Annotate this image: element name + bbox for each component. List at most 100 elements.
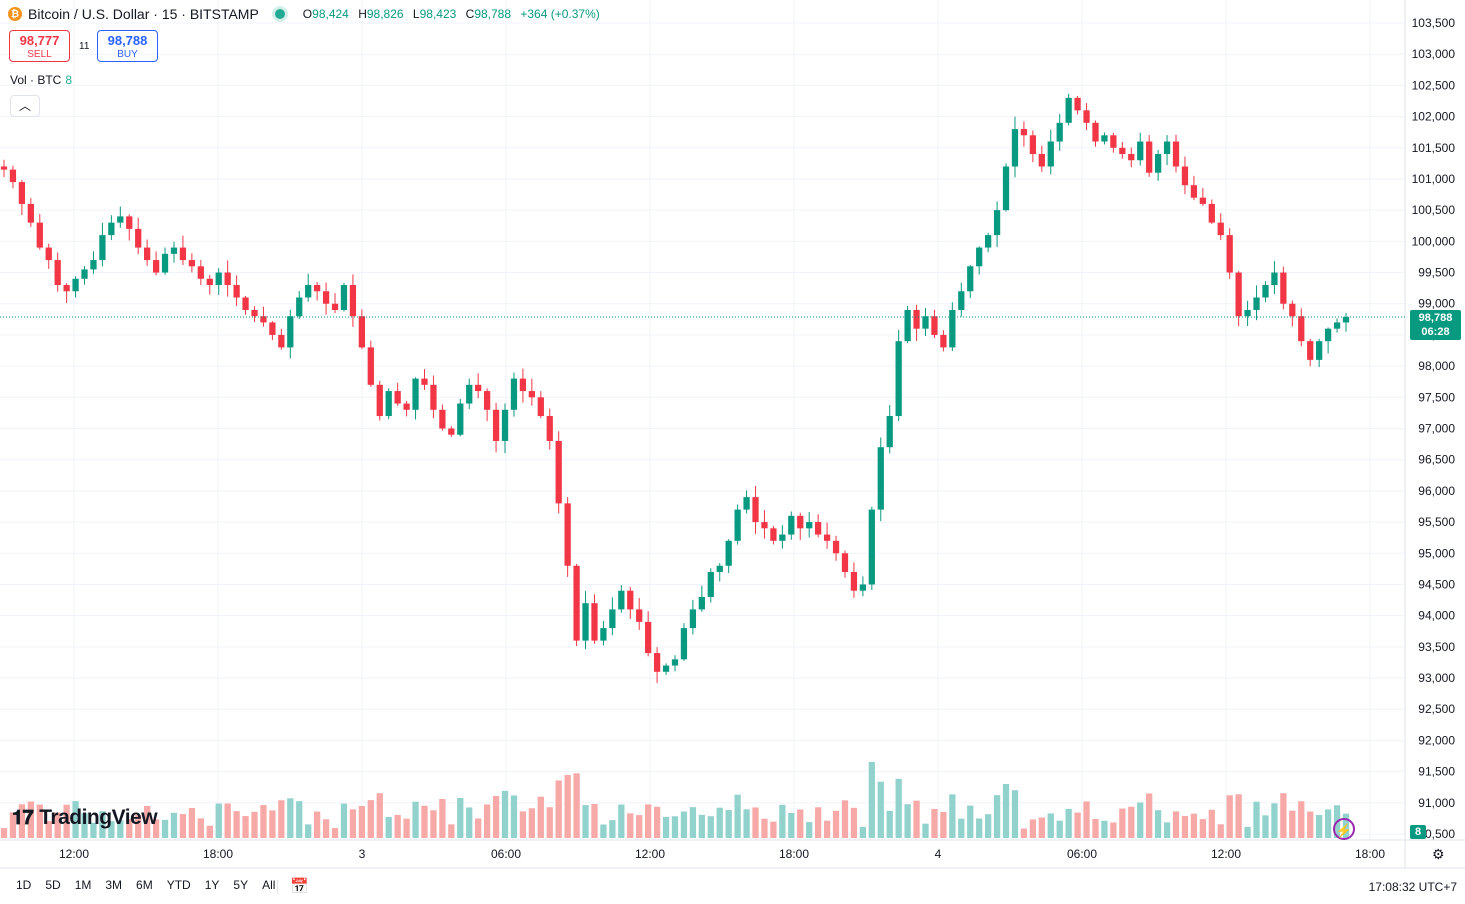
volume-bar bbox=[466, 807, 473, 838]
volume-bar bbox=[260, 805, 267, 838]
timeframe-3m[interactable]: 3M bbox=[105, 878, 123, 892]
lightning-icon[interactable]: ⚡ bbox=[1333, 818, 1355, 840]
candle-body bbox=[573, 565, 580, 641]
buy-button[interactable]: 98,788 BUY bbox=[97, 30, 158, 62]
candle-body bbox=[90, 260, 97, 270]
symbol-header[interactable]: ₿ Bitcoin / U.S. Dollar · 15 · BITSTAMP … bbox=[8, 6, 606, 22]
candle-body bbox=[1047, 141, 1054, 167]
x-tick-label: 12:00 bbox=[635, 847, 665, 861]
volume-bar bbox=[949, 794, 956, 838]
volume-bar bbox=[976, 818, 983, 838]
candle-body bbox=[877, 447, 884, 510]
y-tick-label: 92,000 bbox=[1418, 733, 1455, 747]
candle-body bbox=[636, 609, 643, 622]
candle-body bbox=[958, 291, 965, 310]
tradingview-logo[interactable]: 𝟏𝟕 TradingView bbox=[12, 806, 158, 830]
volume-bar bbox=[600, 824, 607, 838]
candle-body bbox=[1190, 185, 1198, 198]
candle-body bbox=[985, 235, 992, 248]
candle-body bbox=[913, 309, 920, 329]
volume-bar bbox=[1002, 783, 1010, 838]
volume-bar bbox=[1316, 815, 1323, 838]
volume-bar bbox=[1289, 810, 1296, 838]
volume-bar bbox=[412, 801, 419, 838]
timeframe-5d[interactable]: 5D bbox=[45, 878, 61, 892]
candle-body bbox=[99, 235, 106, 261]
candle-body bbox=[716, 565, 723, 572]
candle-body bbox=[645, 621, 652, 654]
candle-body bbox=[1137, 141, 1144, 161]
volume-bar bbox=[725, 810, 732, 838]
volume-bar bbox=[671, 816, 679, 838]
volume-bar bbox=[958, 818, 965, 838]
candle-body bbox=[761, 522, 768, 529]
x-tick-label: 18:00 bbox=[203, 847, 233, 861]
candle-body bbox=[305, 285, 312, 298]
y-tick-label: 100,500 bbox=[1412, 203, 1456, 217]
chevron-up-icon: ︿ bbox=[18, 99, 31, 113]
y-tick-label: 99,500 bbox=[1418, 266, 1455, 280]
sell-button[interactable]: 98,777 SELL bbox=[9, 30, 70, 62]
timeframe-1y[interactable]: 1Y bbox=[204, 878, 220, 892]
timeframe-6m[interactable]: 6M bbox=[136, 878, 153, 892]
volume-bar bbox=[922, 823, 929, 838]
candle-body bbox=[922, 316, 929, 329]
volume-bar bbox=[242, 816, 249, 838]
timeframe-1d[interactable]: 1D bbox=[16, 878, 32, 892]
volume-bar bbox=[528, 808, 535, 838]
volume-bar bbox=[895, 778, 902, 838]
ohlc-readout: O98,424 H98,826 L98,423 C98,788 +364 (+0… bbox=[302, 7, 600, 21]
y-tick-label: 102,500 bbox=[1412, 78, 1456, 92]
volume-bar bbox=[564, 774, 571, 838]
volume-bar bbox=[394, 814, 401, 838]
volume-bar bbox=[1253, 801, 1260, 838]
candle-body bbox=[233, 285, 240, 298]
date-range-calendar-icon[interactable]: 📅 bbox=[290, 878, 309, 895]
candle-body bbox=[904, 309, 911, 342]
timeframe-ytd[interactable]: YTD bbox=[166, 878, 191, 892]
volume-bar bbox=[45, 821, 52, 838]
volume-bar bbox=[519, 811, 527, 838]
candle-body bbox=[108, 222, 115, 236]
volume-bar bbox=[886, 810, 893, 838]
candle-body bbox=[1020, 129, 1028, 136]
volume-bar bbox=[1128, 806, 1135, 838]
candle-body bbox=[528, 391, 535, 398]
y-tick-label: 92,500 bbox=[1418, 702, 1455, 716]
candle-body bbox=[680, 628, 688, 660]
candle-body bbox=[1324, 328, 1332, 342]
candle-body bbox=[850, 571, 858, 591]
settings-gear-icon[interactable]: ⚙ bbox=[1432, 846, 1445, 862]
candle-body bbox=[1235, 272, 1242, 317]
candle-body bbox=[314, 285, 321, 292]
candle-body bbox=[421, 378, 428, 385]
volume-bar bbox=[144, 806, 151, 838]
volume-bar bbox=[832, 810, 840, 838]
candle-body bbox=[331, 303, 339, 310]
candle-body bbox=[1307, 341, 1314, 360]
volume-legend[interactable]: Vol · BTC 8 bbox=[10, 73, 72, 87]
volume-bar bbox=[81, 813, 88, 838]
timeframe-5y[interactable]: 5Y bbox=[233, 878, 249, 892]
y-tick-label: 97,500 bbox=[1418, 390, 1455, 404]
timeframe-1m[interactable]: 1M bbox=[74, 878, 92, 892]
candle-body bbox=[430, 384, 437, 410]
candle-body bbox=[483, 391, 491, 410]
volume-bar bbox=[457, 797, 464, 838]
volume-bar bbox=[967, 805, 974, 838]
symbol-title[interactable]: Bitcoin / U.S. Dollar · 15 · BITSTAMP bbox=[28, 6, 259, 22]
y-tick-label: 96,500 bbox=[1418, 453, 1455, 467]
timeframe-all[interactable]: All bbox=[262, 878, 276, 892]
y-tick-label: 95,500 bbox=[1418, 515, 1455, 529]
y-tick-label: 95,000 bbox=[1418, 546, 1455, 560]
volume-bar bbox=[1074, 812, 1081, 838]
candle-body bbox=[832, 540, 840, 554]
candle-body bbox=[349, 285, 357, 317]
candle-body bbox=[1056, 122, 1063, 142]
collapse-legend-button[interactable]: ︿ bbox=[10, 95, 40, 117]
clock-timezone[interactable]: 17:08:32 UTC+7 bbox=[1368, 880, 1457, 894]
candle-body bbox=[260, 316, 267, 323]
volume-bar bbox=[940, 811, 947, 838]
volume-bar bbox=[1137, 802, 1144, 838]
